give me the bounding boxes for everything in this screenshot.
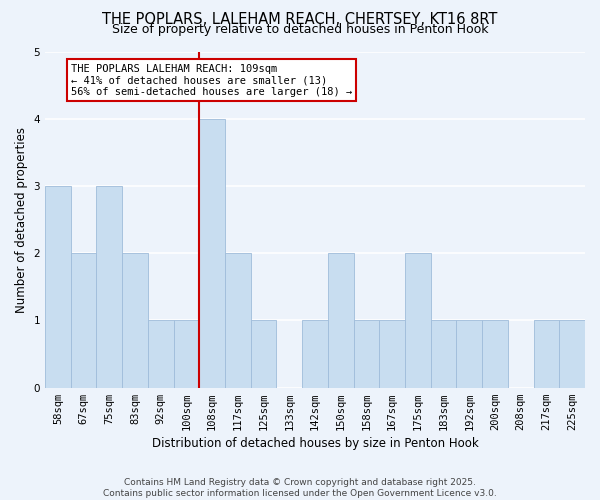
Bar — [431, 320, 457, 388]
Bar — [302, 320, 328, 388]
Bar — [328, 253, 353, 388]
X-axis label: Distribution of detached houses by size in Penton Hook: Distribution of detached houses by size … — [152, 437, 478, 450]
Bar — [148, 320, 173, 388]
Bar — [405, 253, 431, 388]
Bar — [482, 320, 508, 388]
Y-axis label: Number of detached properties: Number of detached properties — [15, 126, 28, 312]
Bar — [457, 320, 482, 388]
Bar — [199, 118, 225, 388]
Bar — [559, 320, 585, 388]
Bar — [71, 253, 97, 388]
Bar — [45, 186, 71, 388]
Text: THE POPLARS, LALEHAM REACH, CHERTSEY, KT16 8RT: THE POPLARS, LALEHAM REACH, CHERTSEY, KT… — [103, 12, 497, 28]
Bar — [251, 320, 277, 388]
Bar — [533, 320, 559, 388]
Bar — [97, 186, 122, 388]
Bar — [353, 320, 379, 388]
Text: Contains HM Land Registry data © Crown copyright and database right 2025.
Contai: Contains HM Land Registry data © Crown c… — [103, 478, 497, 498]
Bar — [122, 253, 148, 388]
Bar — [379, 320, 405, 388]
Text: THE POPLARS LALEHAM REACH: 109sqm
← 41% of detached houses are smaller (13)
56% : THE POPLARS LALEHAM REACH: 109sqm ← 41% … — [71, 64, 352, 97]
Bar — [173, 320, 199, 388]
Bar — [225, 253, 251, 388]
Text: Size of property relative to detached houses in Penton Hook: Size of property relative to detached ho… — [112, 22, 488, 36]
